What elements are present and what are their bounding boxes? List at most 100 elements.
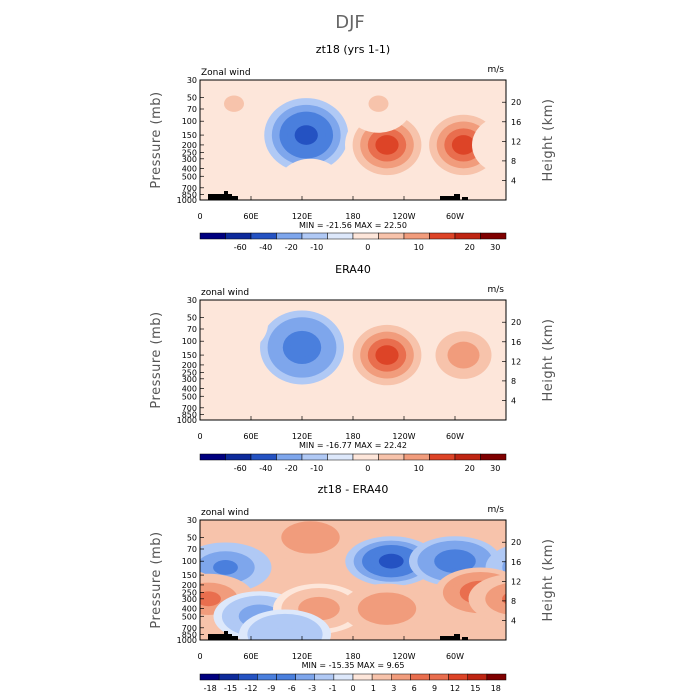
- colorbar-label: 18: [491, 684, 501, 693]
- colorbar-segment: [327, 453, 354, 461]
- feature-8-wrap: [664, 592, 700, 624]
- colorbar-label: 0: [365, 243, 370, 252]
- colorbar-label: 12: [450, 684, 460, 693]
- pressure-axis-label: Pressure (mb): [149, 91, 164, 188]
- colorbar-label: -60: [234, 464, 247, 473]
- colorbar-segment: [295, 673, 315, 681]
- longitude-tick-label: 120W: [392, 432, 415, 441]
- colorbar-segment: [378, 232, 405, 240]
- colorbar: -18 -15 -12 -9 -6 -3 -1 0 1 3 6 9 12 15 18: [199, 673, 507, 693]
- feature-0-wrap: [685, 554, 700, 569]
- units-label: m/s: [488, 285, 505, 295]
- panel-1: zt18 (yrs 1-1)Zonal wind m/s3050701001502…: [0, 43, 700, 252]
- colorbar-label: 0: [350, 684, 355, 693]
- colorbar-label: -12: [244, 684, 257, 693]
- feature-4-wrap: [608, 379, 676, 437]
- longitude-tick-label: 120E: [292, 432, 312, 441]
- feature-0-wrap: [0, 324, 23, 371]
- colorbar-label: 10: [414, 464, 424, 473]
- longitude-tick-label: 0: [197, 212, 202, 221]
- colorbar-label: -60: [234, 243, 247, 252]
- longitude-axis: 0 60E 120E 180 120W 60W: [197, 636, 464, 661]
- longitude-tick-label: 60W: [446, 432, 464, 441]
- colorbar-segment: [327, 232, 354, 240]
- colorbar-label: 6: [412, 684, 417, 693]
- feature-4-wrap: [0, 379, 64, 437]
- feature-6-wrap: [496, 136, 506, 154]
- colorbar-segment: [301, 453, 328, 461]
- units-label: m/s: [488, 65, 505, 75]
- feature-1-wrap: [47, 325, 116, 385]
- feature-4-level-4: [200, 591, 221, 607]
- pressure-tick-label: 100: [182, 557, 197, 566]
- feature-0-wrap: [601, 125, 624, 145]
- feature-5-wrap: [0, 512, 51, 562]
- colorbar-label: 15: [470, 684, 480, 693]
- feature-1-level-4: [442, 553, 468, 569]
- feature-4-wrap: [45, 80, 101, 128]
- feature-0-wrap: [651, 536, 700, 586]
- feature-1-wrap: [54, 332, 108, 379]
- colorbar-label: -20: [285, 464, 298, 473]
- feature-5-wrap: [0, 159, 39, 217]
- feature-4-wrap: [493, 588, 506, 610]
- feature-5-wrap: [596, 526, 638, 550]
- feature-1-wrap: [54, 122, 108, 169]
- feature-0-level-4: [378, 553, 404, 569]
- feature-5-level-4: [300, 179, 321, 196]
- feature-1-wrap: [47, 115, 116, 175]
- pressure-tick-label: 1000: [177, 416, 197, 425]
- pressure-tick-label: 150: [182, 571, 197, 580]
- panel-title: zt18 - ERA40: [318, 483, 389, 496]
- pressure-tick-label: 400: [182, 605, 197, 614]
- colorbar-label: -9: [267, 684, 275, 693]
- feature-0-wrap: [578, 105, 647, 165]
- pressure-tick-label: 250: [182, 589, 197, 598]
- pressure-tick-label: 70: [187, 105, 197, 114]
- units-label: m/s: [488, 505, 505, 515]
- feature-7-wrap: [0, 588, 51, 629]
- height-tick-label: 16: [511, 558, 521, 567]
- pressure-axis-label: Pressure (mb): [149, 531, 164, 628]
- colorbar-segment: [467, 673, 488, 681]
- height-tick-label: 4: [511, 176, 516, 185]
- feature-8-level-4: [374, 601, 400, 617]
- longitude-tick-label: 180: [345, 432, 360, 441]
- feature-5-wrap: [0, 521, 34, 553]
- feature-0-wrap: [0, 112, 27, 159]
- pressure-axis-label: Pressure (mb): [149, 311, 164, 408]
- pressure-tick-label: 50: [187, 533, 197, 542]
- variable-label: zonal wind: [201, 508, 249, 518]
- colorbar-segment: [199, 673, 220, 681]
- height-tick-label: 12: [511, 577, 521, 586]
- topography-block: [224, 191, 228, 200]
- pressure-tick-label: 100: [182, 337, 197, 346]
- feature-4-wrap: [675, 96, 695, 112]
- feature-0-wrap: [574, 317, 643, 377]
- feature-4-wrap: [57, 90, 89, 117]
- feature-0-wrap: [56, 545, 114, 577]
- feature-1-wrap: [69, 135, 92, 155]
- feature-9-wrap: [545, 609, 637, 659]
- feature-9-wrap: [0, 609, 25, 659]
- height-tick-label: 12: [511, 137, 521, 146]
- feature-8-wrap: [69, 601, 94, 616]
- feature-7-wrap: [604, 597, 646, 621]
- feature-1-wrap: [681, 135, 700, 155]
- height-tick-label: 20: [511, 318, 521, 327]
- feature-9-level-4: [272, 627, 298, 640]
- colorbar-segment: [429, 453, 456, 461]
- feature-8-wrap: [60, 597, 102, 621]
- feature-1-level-4: [375, 345, 399, 365]
- topography-block: [224, 631, 228, 640]
- colorbar-segment: [250, 232, 277, 240]
- colorbar-label: -6: [288, 684, 296, 693]
- colorbar-label: 30: [490, 243, 500, 252]
- topography-block: [232, 196, 238, 200]
- feature-5-wrap: [0, 530, 17, 545]
- feature-0-wrap: [660, 541, 700, 582]
- height-tick-label: 12: [511, 357, 521, 366]
- feature-2-level-4: [453, 346, 474, 364]
- feature-5-wrap: [604, 530, 629, 545]
- feature-0-wrap: [0, 125, 12, 145]
